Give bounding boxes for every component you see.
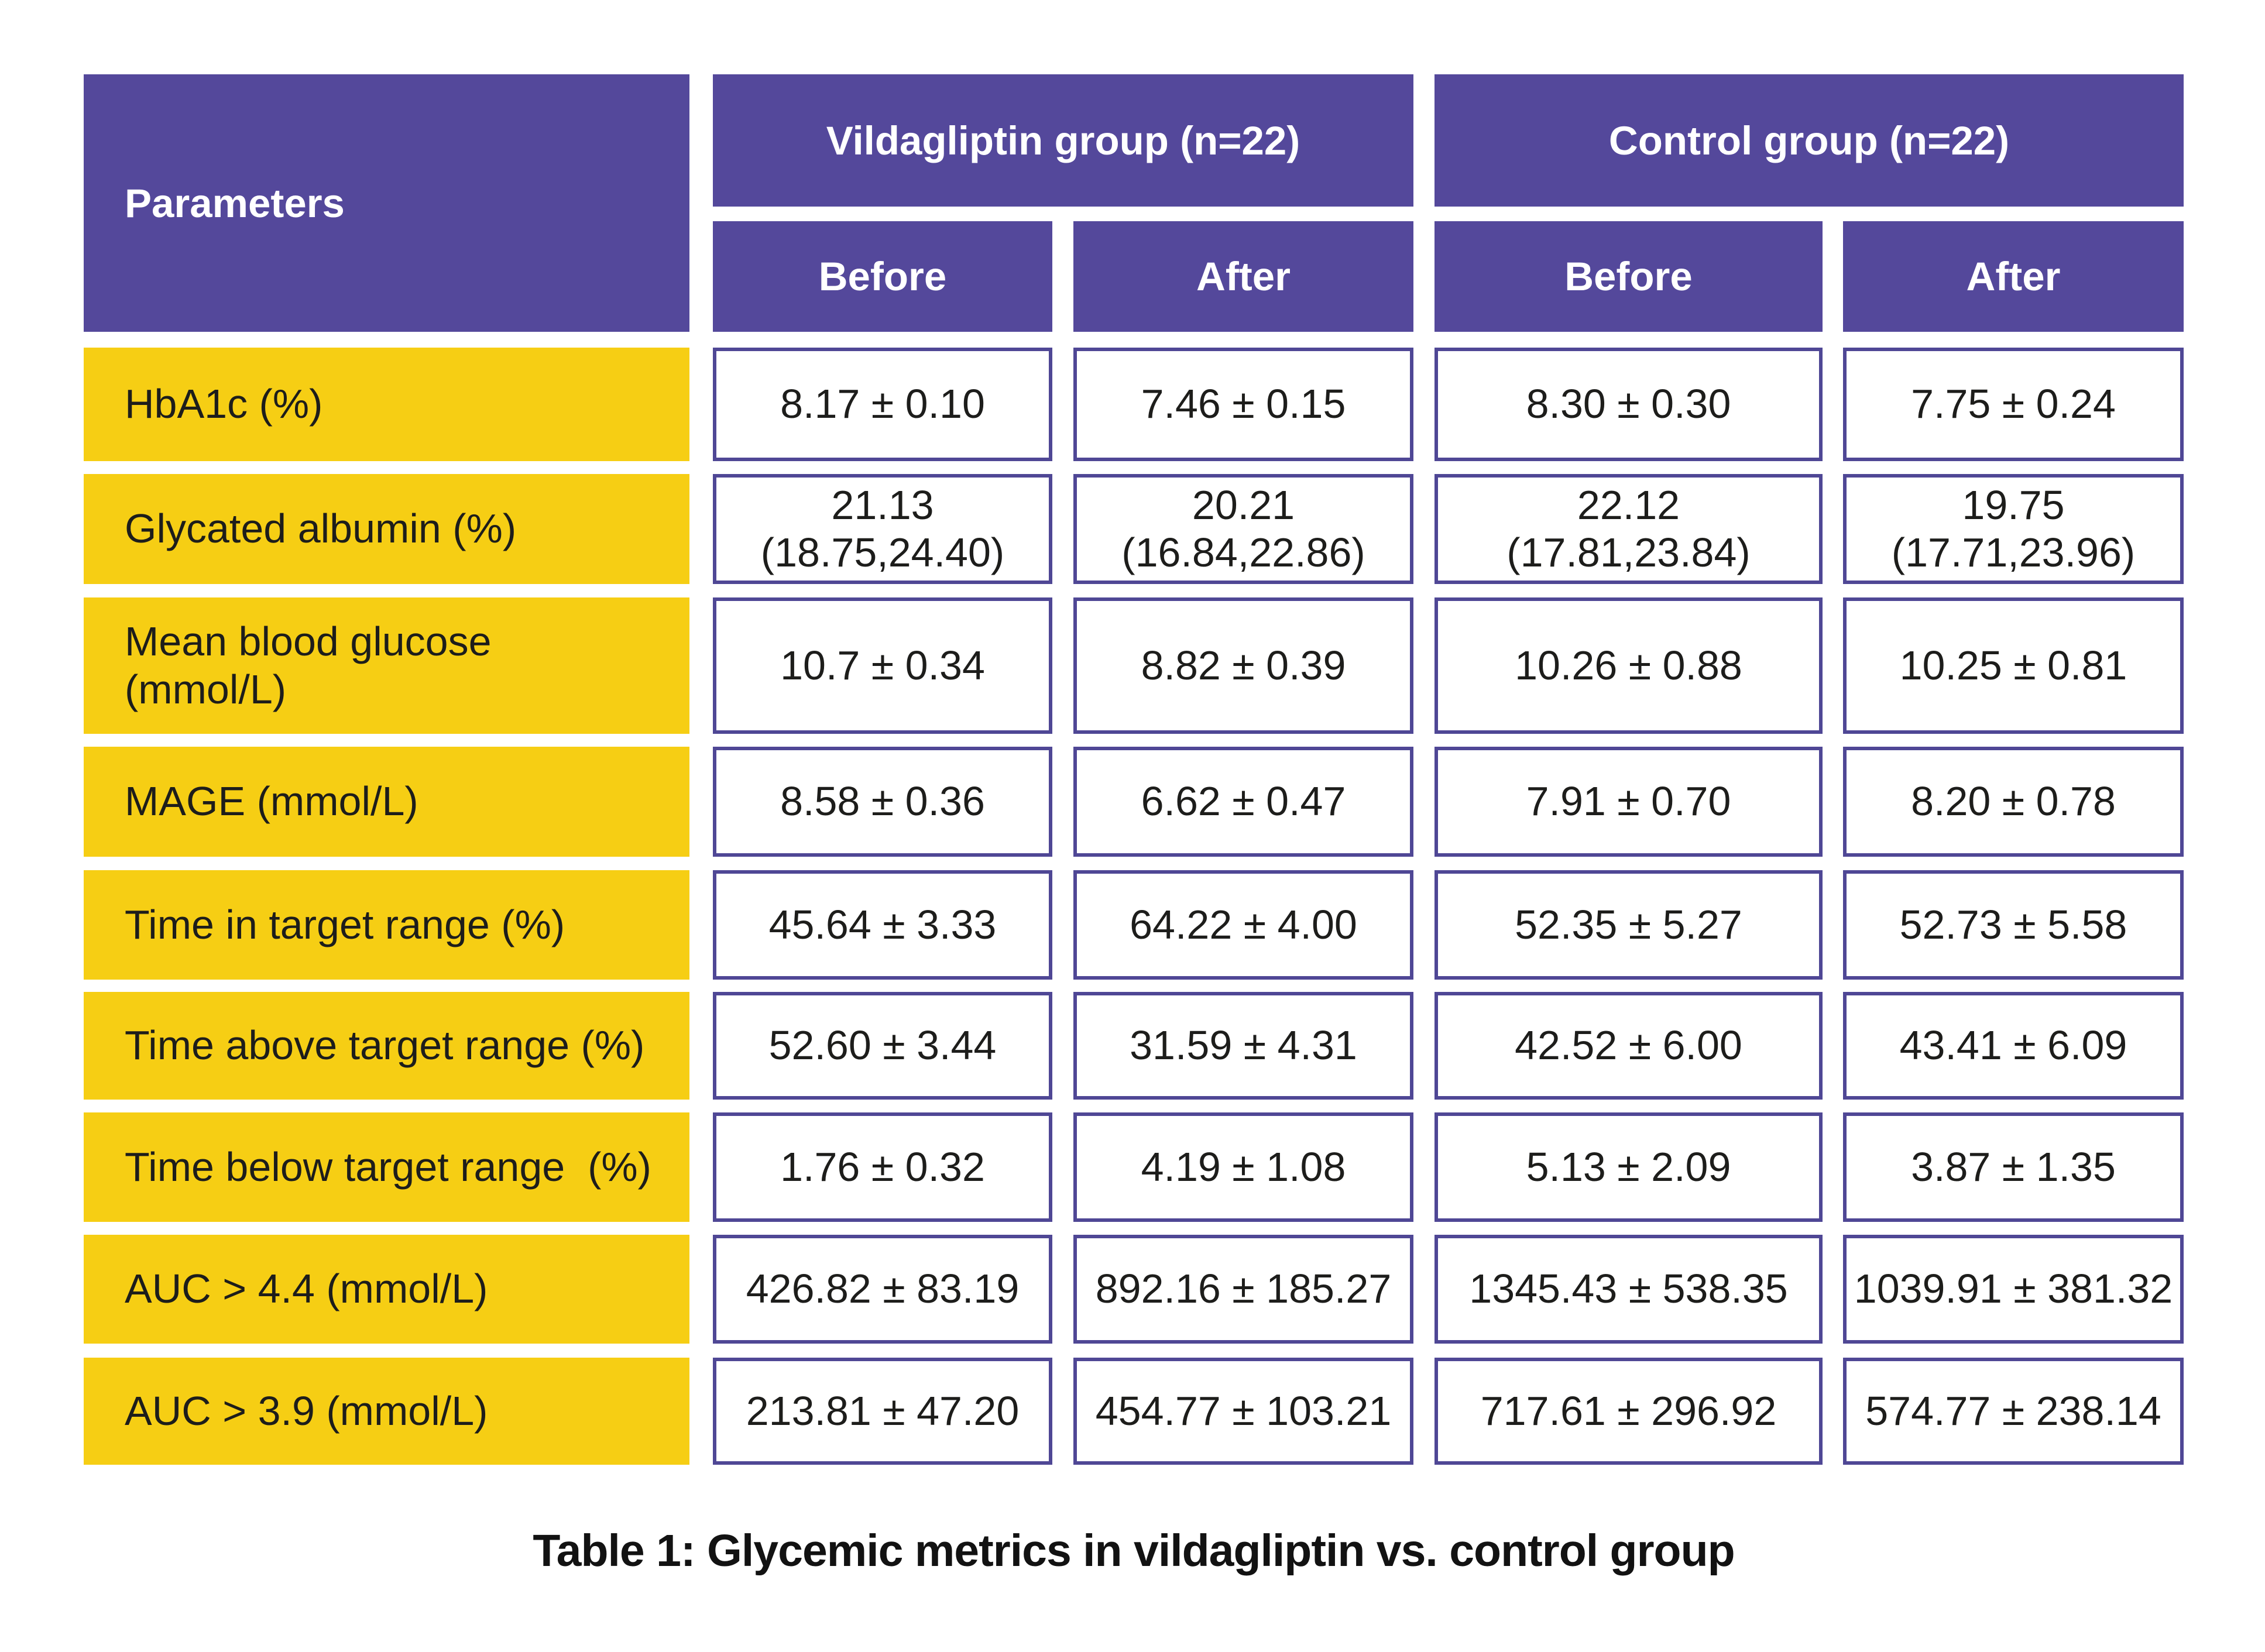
value-time-in-target-control-after: 52.73 ± 5.58 <box>1843 870 2184 980</box>
value-glycated-albumin-control-before: 22.12 (17.81,23.84) <box>1434 474 1823 584</box>
value-time-below-target-vildagliptin-after: 4.19 ± 1.08 <box>1073 1112 1413 1222</box>
table-caption: Table 1: Glycemic metrics in vildaglipti… <box>533 1526 1735 1576</box>
subheader-control-before: Before <box>1434 221 1823 332</box>
value-auc-4-4-vildagliptin-before: 426.82 ± 83.19 <box>713 1235 1052 1344</box>
value-time-below-target-control-after: 3.87 ± 1.35 <box>1843 1112 2184 1222</box>
subheader-vildagliptin-after: After <box>1073 221 1413 332</box>
value-mage-control-after: 8.20 ± 0.78 <box>1843 747 2184 857</box>
subheader-vildagliptin-before: Before <box>713 221 1052 332</box>
glycemic-metrics-table: Parameters Vildagliptin group (n=22) Con… <box>84 74 2184 1465</box>
value-mage-vildagliptin-after: 6.62 ± 0.47 <box>1073 747 1413 857</box>
param-label-mage: MAGE (mmol/L) <box>84 747 689 857</box>
value-mean-blood-glucose-control-after: 10.25 ± 0.81 <box>1843 597 2184 734</box>
param-label-time-above-target-range: Time above target range (%) <box>84 992 689 1100</box>
param-label-auc-above-3-9: AUC > 3.9 (mmol/L) <box>84 1358 689 1465</box>
value-auc-3-9-control-before: 717.61 ± 296.92 <box>1434 1358 1823 1465</box>
value-auc-4-4-control-before: 1345.43 ± 538.35 <box>1434 1235 1823 1344</box>
value-mage-control-before: 7.91 ± 0.70 <box>1434 747 1823 857</box>
value-hba1c-control-after: 7.75 ± 0.24 <box>1843 348 2184 461</box>
value-mean-blood-glucose-vildagliptin-after: 8.82 ± 0.39 <box>1073 597 1413 734</box>
param-label-time-in-target-range: Time in target range (%) <box>84 870 689 980</box>
param-label-time-below-target-range: Time below target range (%) <box>84 1112 689 1222</box>
value-mage-vildagliptin-before: 8.58 ± 0.36 <box>713 747 1052 857</box>
header-group-control: Control group (n=22) <box>1434 74 2184 207</box>
value-time-below-target-vildagliptin-before: 1.76 ± 0.32 <box>713 1112 1052 1222</box>
value-auc-3-9-vildagliptin-before: 213.81 ± 47.20 <box>713 1358 1052 1465</box>
header-parameters: Parameters <box>84 74 689 332</box>
value-time-above-target-vildagliptin-after: 31.59 ± 4.31 <box>1073 992 1413 1100</box>
value-time-above-target-control-before: 42.52 ± 6.00 <box>1434 992 1823 1100</box>
value-time-above-target-vildagliptin-before: 52.60 ± 3.44 <box>713 992 1052 1100</box>
value-hba1c-control-before: 8.30 ± 0.30 <box>1434 348 1823 461</box>
value-glycated-albumin-vildagliptin-after: 20.21 (16.84,22.86) <box>1073 474 1413 584</box>
value-hba1c-vildagliptin-after: 7.46 ± 0.15 <box>1073 348 1413 461</box>
value-glycated-albumin-vildagliptin-before: 21.13 (18.75,24.40) <box>713 474 1052 584</box>
value-mean-blood-glucose-vildagliptin-before: 10.7 ± 0.34 <box>713 597 1052 734</box>
value-auc-3-9-vildagliptin-after: 454.77 ± 103.21 <box>1073 1358 1413 1465</box>
value-time-above-target-control-after: 43.41 ± 6.09 <box>1843 992 2184 1100</box>
value-time-in-target-control-before: 52.35 ± 5.27 <box>1434 870 1823 980</box>
value-mean-blood-glucose-control-before: 10.26 ± 0.88 <box>1434 597 1823 734</box>
value-auc-4-4-control-after: 1039.91 ± 381.32 <box>1843 1235 2184 1344</box>
value-auc-3-9-control-after: 574.77 ± 238.14 <box>1843 1358 2184 1465</box>
param-label-mean-blood-glucose: Mean blood glucose (mmol/L) <box>84 597 689 734</box>
value-time-in-target-vildagliptin-before: 45.64 ± 3.33 <box>713 870 1052 980</box>
value-time-in-target-vildagliptin-after: 64.22 ± 4.00 <box>1073 870 1413 980</box>
subheader-control-after: After <box>1843 221 2184 332</box>
param-label-glycated-albumin: Glycated albumin (%) <box>84 474 689 584</box>
value-time-below-target-control-before: 5.13 ± 2.09 <box>1434 1112 1823 1222</box>
param-label-auc-above-4-4: AUC > 4.4 (mmol/L) <box>84 1235 689 1344</box>
param-label-hba1c: HbA1c (%) <box>84 348 689 461</box>
header-group-vildagliptin: Vildagliptin group (n=22) <box>713 74 1413 207</box>
value-hba1c-vildagliptin-before: 8.17 ± 0.10 <box>713 348 1052 461</box>
value-auc-4-4-vildagliptin-after: 892.16 ± 185.27 <box>1073 1235 1413 1344</box>
value-glycated-albumin-control-after: 19.75 (17.71,23.96) <box>1843 474 2184 584</box>
